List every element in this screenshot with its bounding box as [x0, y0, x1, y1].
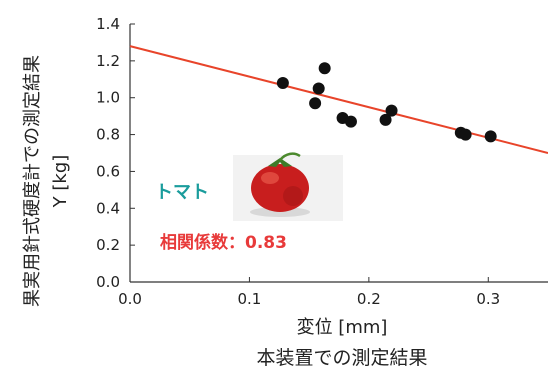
- y-tick-label: 0.4: [96, 199, 120, 217]
- tick-group: [129, 23, 489, 283]
- tomato-image: [233, 152, 343, 221]
- y-tick-label: 0.0: [96, 273, 120, 291]
- x-tick-label: 0.2: [357, 290, 381, 308]
- y-tick-label: 0.6: [96, 162, 120, 180]
- trendline: [129, 45, 548, 154]
- y-tick-label: 0.2: [96, 236, 120, 254]
- data-point: [379, 113, 392, 126]
- y-tick-label: 1.0: [96, 89, 120, 107]
- correlation-label: 相関係数：0.83: [160, 232, 287, 253]
- x-tick-label: 0.3: [476, 290, 500, 308]
- data-point: [344, 115, 357, 128]
- y-tick-label: 0.8: [96, 126, 120, 144]
- data-point: [309, 97, 322, 110]
- fruit-label: トマト: [155, 182, 209, 203]
- y-axis-title: 果実用針式硬度計での測定結果: [22, 55, 43, 307]
- data-point: [459, 128, 472, 141]
- x-tick-label: 0.0: [118, 290, 142, 308]
- data-point: [318, 62, 331, 75]
- data-points: [276, 62, 497, 143]
- x-axis-subtitle: 本装置での測定結果: [256, 347, 427, 369]
- y-tick-label: 1.2: [96, 52, 120, 70]
- x-axis-title: 変位 [mm]: [297, 317, 388, 338]
- data-point: [385, 104, 398, 117]
- data-point: [312, 82, 325, 95]
- y-axis-unit: Y [kg]: [50, 155, 71, 209]
- tick-label-group: 0.0 0.1 0.2 0.3 0.0 0.2 0.4 0.6 0.8 1.0 1.2 1.4: [96, 15, 500, 308]
- data-point: [276, 76, 289, 89]
- x-tick-label: 0.1: [237, 290, 261, 308]
- data-point: [484, 130, 497, 143]
- chart-axes: [129, 24, 548, 283]
- y-tick-label: 1.4: [96, 15, 120, 33]
